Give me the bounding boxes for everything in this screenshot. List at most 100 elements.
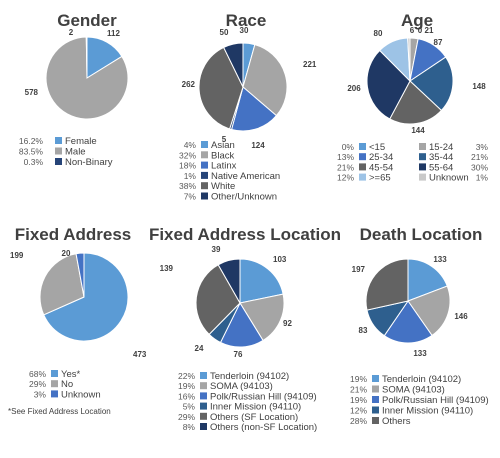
legend-label: Polk/Russian Hill (94109) xyxy=(210,391,317,402)
legend-percent: 38% xyxy=(179,181,196,191)
legend-swatch xyxy=(372,385,379,393)
data-label: 83 xyxy=(359,326,368,335)
pie-slice xyxy=(223,42,244,88)
legend-percent: 19% xyxy=(178,381,195,391)
legend-swatch xyxy=(51,370,58,377)
legend-swatch xyxy=(200,402,207,410)
legend-swatch xyxy=(359,143,366,150)
legend-label: Latinx xyxy=(211,161,237,172)
legend-label: Others (non-SF Location) xyxy=(210,422,317,433)
legend-label: Unknown xyxy=(61,389,101,400)
legend-percent: 8% xyxy=(183,422,196,432)
death-location-chart: Death Location 133 146 133 83 197 19% Tenderloi… xyxy=(350,225,489,427)
data-label: 262 xyxy=(182,80,196,89)
legend-percent: 19% xyxy=(350,395,367,405)
legend-label: No xyxy=(61,379,73,390)
legend-label: Black xyxy=(211,150,234,161)
legend-swatch xyxy=(200,423,207,430)
legend-swatch xyxy=(200,372,207,379)
legend-percent: 16% xyxy=(178,391,195,401)
data-label: 139 xyxy=(160,264,174,273)
chart-title: Fixed Address Location xyxy=(149,225,341,244)
fixed-address-chart: Fixed Address 473 199 20 68% Yes* 29% No 3% Unkno… xyxy=(8,225,147,416)
data-label: 5 xyxy=(222,135,227,144)
pie-slice xyxy=(43,252,129,342)
legend-percent: 83.5% xyxy=(19,147,44,157)
fixed-address-location-chart: Fixed Address Location 103 92 76 24 139 39 22% T… xyxy=(149,225,341,433)
chart-title: Race xyxy=(226,11,267,30)
pie-slice xyxy=(39,253,85,316)
legend-percent: 21% xyxy=(350,385,367,395)
legend-swatch xyxy=(419,163,426,171)
data-label: 206 xyxy=(347,84,361,93)
legend-percent: 1% xyxy=(476,173,489,183)
legend-label: Other/Unknown xyxy=(211,192,277,203)
legend-percent: 3% xyxy=(476,142,489,152)
legend-swatch xyxy=(55,147,62,155)
legend-label: Yes* xyxy=(61,369,80,380)
legend-swatch xyxy=(419,153,426,161)
legend-label: Others (SF Location) xyxy=(210,412,298,423)
legend-label: SOMA (94103) xyxy=(382,385,445,396)
legend-label: 35-44 xyxy=(429,152,453,163)
chart-title: Gender xyxy=(57,11,117,30)
data-label: 39 xyxy=(212,245,221,254)
legend-percent: 22% xyxy=(178,371,195,381)
pie-slice xyxy=(365,258,409,311)
legend-swatch xyxy=(200,392,207,400)
chart-title: Death Location xyxy=(360,225,483,244)
data-label: 197 xyxy=(352,265,366,274)
legend-percent: 0.3% xyxy=(24,157,44,167)
legend-swatch xyxy=(201,171,208,179)
legend-label: 15-24 xyxy=(429,142,453,153)
legend-swatch xyxy=(419,143,426,150)
legend-swatch xyxy=(372,406,379,414)
data-label: 6 xyxy=(410,26,415,35)
legend-label: Others xyxy=(382,416,411,427)
legend-swatch xyxy=(51,390,58,398)
legend-percent: 0% xyxy=(342,142,355,152)
legend-swatch xyxy=(55,158,62,165)
legend-percent: 5% xyxy=(183,402,196,412)
legend-label: 55-64 xyxy=(429,162,453,173)
data-label: 80 xyxy=(374,29,383,38)
pie-slice xyxy=(219,301,264,348)
legend-label: SOMA (94103) xyxy=(210,381,273,392)
data-label: 199 xyxy=(10,251,24,260)
legend-swatch xyxy=(372,396,379,403)
legend-percent: 3% xyxy=(34,389,47,399)
legend-percent: 30% xyxy=(471,162,488,172)
data-label: 473 xyxy=(133,350,147,359)
footnote: *See Fixed Address Location xyxy=(8,407,111,416)
legend-swatch xyxy=(51,380,58,388)
data-label: 24 xyxy=(195,344,204,353)
pie-slice xyxy=(389,80,443,125)
pie-slice xyxy=(198,46,244,130)
legend-label: Native American xyxy=(211,171,280,182)
legend-percent: 12% xyxy=(337,173,354,183)
legend-swatch xyxy=(200,382,207,390)
legend-label: White xyxy=(211,181,235,192)
legend-swatch xyxy=(200,412,207,420)
legend-percent: 21% xyxy=(471,152,488,162)
pie-slice xyxy=(85,36,88,79)
data-label: 103 xyxy=(273,255,287,264)
legend-label: Inner Mission (94110) xyxy=(382,406,473,417)
data-label: 92 xyxy=(283,319,292,328)
legend-swatch xyxy=(359,173,366,181)
pie-slice xyxy=(383,300,433,344)
data-label: 0 xyxy=(418,26,423,35)
legend-label: Inner Mission (94110) xyxy=(210,402,301,413)
legend-percent: 68% xyxy=(29,369,46,379)
data-label: 124 xyxy=(251,141,265,150)
data-label: 133 xyxy=(413,349,427,358)
legend-percent: 28% xyxy=(350,416,367,426)
data-label: 30 xyxy=(240,26,249,35)
legend-label: 45-54 xyxy=(369,162,393,173)
pie-slice xyxy=(239,293,285,342)
legend-label: Tenderloin (94102) xyxy=(210,371,289,382)
